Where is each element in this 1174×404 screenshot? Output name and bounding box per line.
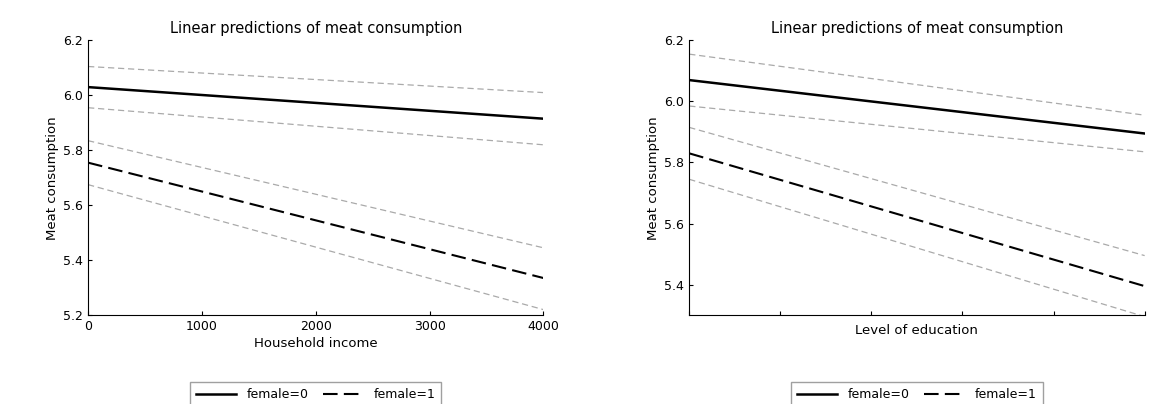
Legend: female=0, female=1: female=0, female=1	[190, 382, 441, 404]
Y-axis label: Meat consumption: Meat consumption	[46, 116, 59, 240]
X-axis label: Household income: Household income	[254, 337, 378, 350]
Legend: female=0, female=1: female=0, female=1	[791, 382, 1043, 404]
Y-axis label: Meat consumption: Meat consumption	[647, 116, 660, 240]
Title: Linear predictions of meat consumption: Linear predictions of meat consumption	[771, 21, 1064, 36]
Title: Linear predictions of meat consumption: Linear predictions of meat consumption	[169, 21, 461, 36]
X-axis label: Level of education: Level of education	[856, 324, 978, 337]
